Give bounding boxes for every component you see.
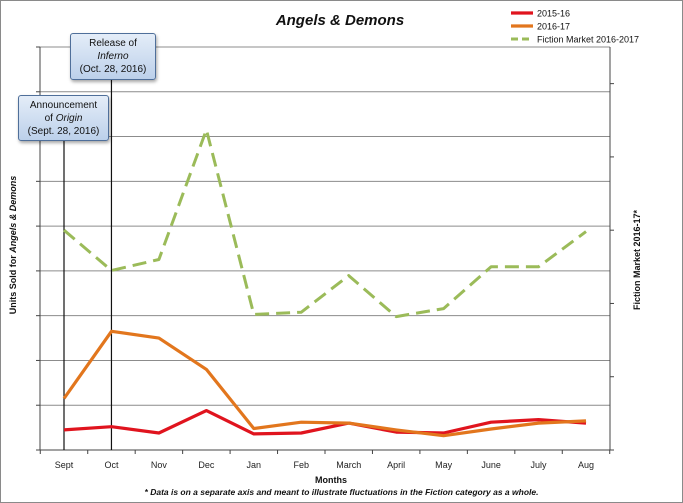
x-tick-label: Dec	[198, 460, 215, 470]
x-tick-label: March	[336, 460, 361, 470]
legend-label-0: 2015-16	[537, 9, 570, 19]
chart-title: Angels & Demons	[275, 12, 405, 29]
series-lines	[62, 128, 587, 438]
callout-origin-line1: Announcement	[29, 100, 98, 111]
svg-text:Units Sold for Angels & Demons: Units Sold for Angels & Demons	[8, 176, 18, 315]
callout-origin-line2: of Origin	[23, 112, 104, 125]
x-tick-label: July	[531, 460, 548, 470]
callout-origin-line2-prefix: of	[44, 113, 56, 124]
x-tick-label: Aug	[578, 460, 594, 470]
gridlines	[40, 46, 610, 406]
x-tick-label: Oct	[104, 460, 119, 470]
series-line-1	[62, 329, 587, 438]
callout-inferno-line2: Inferno	[75, 50, 151, 63]
x-tick-label: Sept	[55, 460, 74, 470]
x-tick-label: April	[387, 460, 405, 470]
y-axis-right-title-text: Fiction Market 2016-17*	[632, 209, 642, 310]
legend: 2015-16 2016-17 Fiction Market 2016-2017	[511, 9, 639, 45]
callout-inferno-release: Release of Inferno (Oct. 28, 2016)	[70, 33, 156, 80]
y-axis-right-title: Fiction Market 2016-17*	[632, 209, 642, 310]
y-axis-left-title: Units Sold for Angels & Demons	[8, 176, 18, 315]
x-tick-labels: Sept Oct Nov Dec Jan Feb March April May June July…	[55, 460, 594, 470]
x-axis-title: Months	[315, 475, 347, 485]
callout-inferno-line3: (Oct. 28, 2016)	[79, 64, 147, 75]
x-tick-label: June	[481, 460, 501, 470]
callout-inferno-line1: Release of	[89, 38, 137, 49]
x-tick-label: Feb	[294, 460, 310, 470]
callout-origin-announcement: Announcement of Origin (Sept. 28, 2016)	[18, 95, 109, 141]
series-line-2	[63, 128, 587, 319]
callout-origin-book: Origin	[55, 113, 83, 124]
x-tick-label: May	[435, 460, 453, 470]
legend-label-1: 2016-17	[537, 22, 570, 32]
series-line-0	[63, 409, 587, 436]
y-axis-left-title-book: Angels & Demons	[8, 176, 18, 254]
footnote: * Data is on a separate axis and meant t…	[144, 487, 539, 497]
axes	[36, 46, 614, 454]
x-tick-label: Jan	[247, 460, 262, 470]
callout-origin-line3: (Sept. 28, 2016)	[27, 126, 100, 137]
y-axis-left-title-prefix: Units Sold for	[8, 253, 18, 315]
legend-label-2: Fiction Market 2016-2017	[537, 35, 639, 45]
x-tick-label: Nov	[151, 460, 168, 470]
callout-inferno-book: Inferno	[97, 51, 129, 62]
